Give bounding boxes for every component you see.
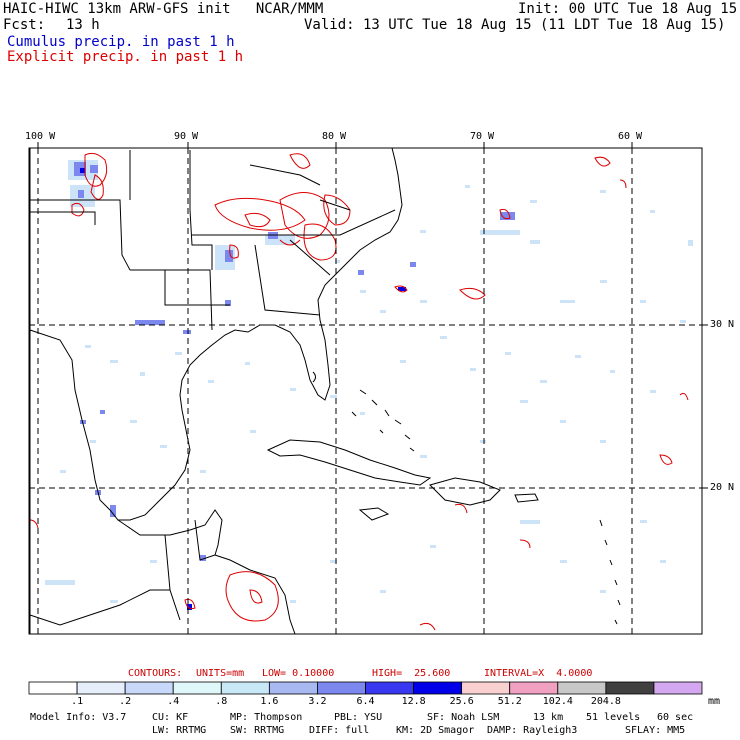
cumulus-precip-heavy [80, 168, 406, 610]
fcst-value: 13 h [66, 17, 100, 33]
model-info-sw: SW: RRTMG [230, 725, 285, 736]
colorbar-label-6: 6.4 [356, 696, 375, 707]
colorbar-swatch-13 [653, 681, 703, 695]
model-info-version: Model Info: V3.7 [30, 712, 127, 723]
colorbar-swatch-10 [509, 681, 559, 695]
colorbar-swatch-11 [557, 681, 607, 695]
colorbar-label-8: 25.6 [449, 696, 474, 707]
model-info-lw: LW: RRTMG [152, 725, 207, 736]
model-info-damp: DAMP: Rayleigh3 [487, 725, 578, 736]
contours-interval: INTERVAL=X 4.0000 [484, 668, 593, 679]
fcst-label: Fcst: [3, 17, 46, 33]
explicit-precip-contours [29, 152, 689, 631]
colorbar-swatch-4 [220, 681, 270, 695]
model-info-km: KM: 2D Smagor [396, 725, 475, 736]
colorbar-swatch-0 [28, 681, 78, 695]
explicit-legend: Explicit precip. in past 1 h [7, 49, 244, 65]
colorbar-swatch-3 [172, 681, 222, 695]
lon-label-70w: 70 W [470, 131, 495, 142]
colorbar-swatch-1 [76, 681, 126, 695]
model-info-mp: MP: Thompson [230, 712, 303, 723]
model-info-sf: SF: Noah LSM [427, 712, 500, 723]
lat-label-20n: 20 N [710, 482, 735, 493]
contours-units: UNITS=mm [196, 668, 245, 679]
lon-label-80w: 80 W [322, 131, 347, 142]
contours-high: HIGH= 25.600 [372, 668, 451, 679]
colorbar-unit: mm [708, 696, 721, 707]
colorbar-swatch-8 [413, 681, 463, 695]
colorbar-swatch-5 [268, 681, 318, 695]
model-info-cu: CU: KF [152, 712, 189, 723]
colorbar-label-5: 3.2 [308, 696, 327, 707]
colorbar-swatch-6 [317, 681, 366, 695]
colorbar-swatch-2 [124, 681, 174, 695]
lat-lon-grid [29, 148, 702, 634]
colorbar-label-2: .4 [167, 696, 180, 707]
model-info-res: 13 km [533, 712, 564, 723]
valid-time: Valid: 13 UTC Tue 18 Aug 15 (11 LDT Tue … [304, 17, 726, 33]
colorbar [28, 681, 703, 695]
model-info-diff: DIFF: full [309, 725, 370, 736]
lon-label-60w: 60 W [618, 131, 643, 142]
cumulus-legend: Cumulus precip. in past 1 h [7, 34, 235, 50]
colorbar-label-3: .8 [215, 696, 228, 707]
colorbar-label-10: 102.4 [542, 696, 573, 707]
lon-label-100w: 100 W [25, 131, 56, 142]
contours-low: LOW= 0.10000 [262, 668, 335, 679]
colorbar-label-11: 204.8 [590, 696, 621, 707]
colorbar-swatch-12 [605, 681, 655, 695]
cumulus-precip-light [45, 160, 693, 603]
contours-label: CONTOURS: [128, 668, 183, 679]
model-info-dt: 60 sec [657, 712, 694, 723]
coastlines [29, 148, 621, 634]
map-frame [28, 147, 703, 635]
model-info-levels: 51 levels [586, 712, 641, 723]
lon-label-90w: 90 W [174, 131, 199, 142]
colorbar-label-7: 12.8 [401, 696, 426, 707]
init-time: Init: 00 UTC Tue 18 Aug 15 [518, 1, 738, 17]
model-info-pbl: PBL: YSU [334, 712, 383, 723]
colorbar-label-4: 1.6 [260, 696, 279, 707]
colorbar-swatch-7 [365, 681, 414, 695]
colorbar-swatch-9 [461, 681, 511, 695]
lat-label-30n: 30 N [710, 319, 735, 330]
map-title: HAIC-HIWC 13km ARW-GFS init NCAR/MMM [3, 1, 324, 17]
colorbar-label-9: 51.2 [497, 696, 522, 707]
model-info-sflay: SFLAY: MM5 [625, 725, 686, 736]
colorbar-label-1: .2 [119, 696, 132, 707]
colorbar-label-0: .1 [71, 696, 84, 707]
